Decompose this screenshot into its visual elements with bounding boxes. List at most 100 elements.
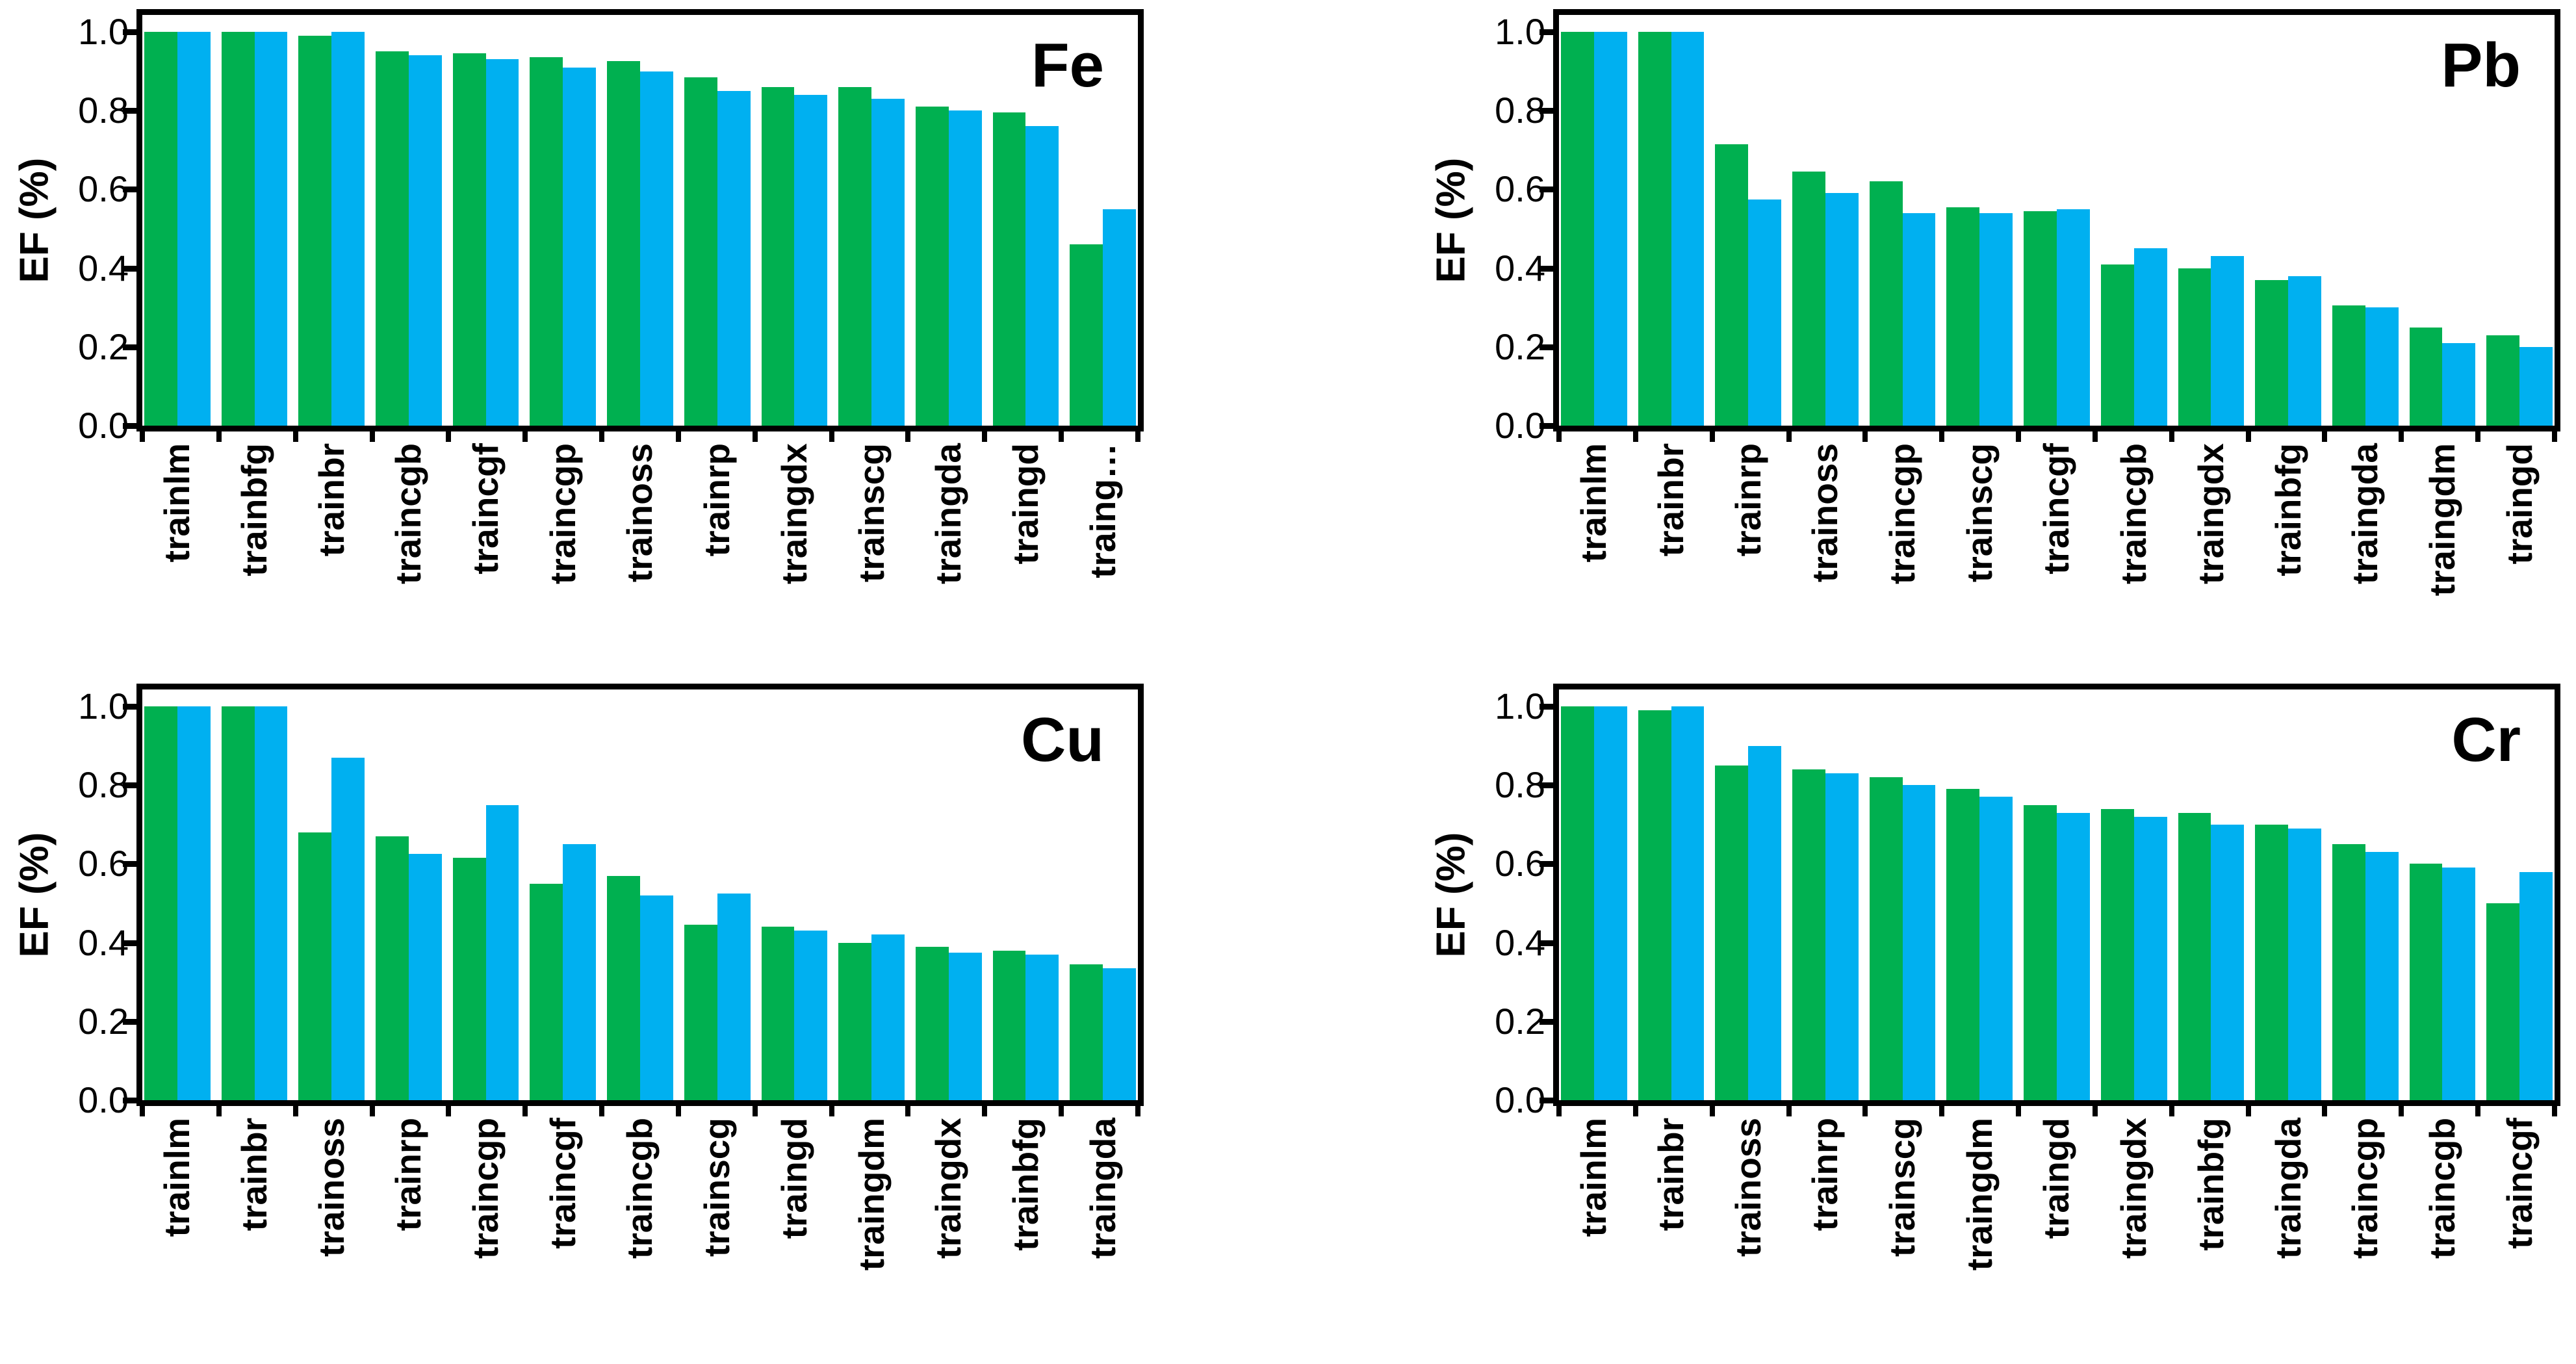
x-label-cell: traincgp: [530, 443, 596, 658]
bar-pair: [2409, 706, 2476, 1100]
blue-bar: [1902, 212, 1936, 426]
x-category-label: trainoss: [1805, 443, 1846, 582]
bar-pair: [2255, 32, 2321, 426]
bar-pair: [2409, 32, 2476, 426]
x-label-cell: trainrp: [684, 443, 751, 658]
x-tick-mark: [2475, 1106, 2481, 1116]
x-label-cell: trainoss: [607, 443, 673, 658]
green-bar: [1638, 710, 1671, 1100]
x-axis-labels: trainlm trainbr trainoss trainrp traincgp tra…: [136, 1106, 1144, 1332]
x-tick-mark: [752, 1106, 758, 1116]
y-tick-label: 0.6: [78, 843, 129, 884]
y-tick-mark: [123, 940, 142, 946]
x-category-label: traingdm: [851, 1118, 892, 1271]
x-label-cell: traincgb: [2101, 443, 2167, 658]
blue-bar: [2056, 812, 2090, 1100]
x-label-cell: trainbfg: [2178, 1118, 2245, 1332]
y-axis-title-container: EF (%): [1423, 684, 1474, 1106]
chart-title: Fe: [1031, 31, 1104, 100]
x-category-label: traincgf: [2036, 443, 2077, 574]
bar-pair: [1638, 706, 1705, 1100]
x-category-label: traincgf: [542, 1118, 583, 1249]
green-bar: [452, 858, 486, 1100]
blue-bar: [2133, 816, 2167, 1100]
blue-bar: [2211, 256, 2245, 426]
y-tick-mark: [1539, 782, 1559, 789]
y-axis-title-container: EF (%): [1423, 9, 1473, 431]
x-category-label: traincgp: [2345, 1118, 2386, 1259]
green-bar: [2409, 864, 2443, 1100]
y-tick-mark: [1539, 704, 1559, 710]
blue-bar: [331, 32, 365, 426]
green-bar: [607, 61, 640, 426]
figure-grid: EF (%) 1.0 0.8 0.6 0.4 0.2 0.0 Fe trainlm trai…: [6, 9, 2560, 1332]
x-tick-mark: [1862, 431, 1868, 442]
x-tick-mark: [140, 431, 145, 442]
x-tick-mark: [1556, 431, 1562, 442]
y-tick-label: 1.0: [78, 686, 129, 727]
x-tick-mark: [446, 431, 452, 442]
y-axis-title-container: EF (%): [6, 9, 57, 431]
x-tick-mark: [1135, 431, 1140, 442]
x-category-label: trainrp: [388, 1118, 429, 1231]
green-bar: [1638, 32, 1671, 426]
x-label-cell: trainbr: [298, 443, 365, 658]
chart-cr: EF (%) 1.0 0.8 0.6 0.4 0.2 0.0 Cr trainlm trai…: [1423, 684, 2560, 1332]
x-category-label: trainlm: [157, 1118, 198, 1237]
x-label-cell: trainrp: [376, 1118, 442, 1332]
bar-pair: [1792, 32, 1859, 426]
blue-bar: [1593, 32, 1627, 426]
y-tick-mark: [1539, 265, 1559, 272]
x-label-cell: traincgp: [1870, 443, 1936, 658]
y-tick-mark: [1539, 423, 1559, 429]
y-tick-label: 0.2: [78, 326, 129, 367]
blue-bar: [871, 934, 905, 1100]
y-axis-title: EF (%): [12, 157, 57, 283]
green-bar: [2100, 264, 2134, 426]
bar-pair: [530, 706, 597, 1100]
blue-bar: [408, 55, 442, 426]
y-tick-label: 0.6: [1495, 843, 1545, 884]
y-tick-mark: [1539, 29, 1559, 35]
x-label-cell: traing…: [1070, 443, 1136, 658]
green-bar: [1561, 32, 1594, 426]
chart-title: Cu: [1021, 705, 1104, 775]
chart-cu: EF (%) 1.0 0.8 0.6 0.4 0.2 0.0 Cu trainlm trai…: [6, 684, 1144, 1332]
x-category-label: trainlm: [1573, 443, 1614, 563]
x-label-cell: trainbfg: [222, 443, 288, 658]
green-bar: [2024, 211, 2057, 426]
x-tick-mark: [2322, 1106, 2328, 1116]
x-category-label: trainbfg: [234, 443, 275, 576]
green-bar: [1792, 769, 1825, 1100]
green-bar: [1561, 706, 1594, 1100]
x-label-cell: trainlm: [144, 443, 211, 658]
blue-bar: [1979, 212, 2013, 426]
y-tick-label: 0.6: [78, 168, 129, 210]
x-category-label: trainbr: [1651, 1118, 1692, 1231]
y-tick-label: 0.2: [1495, 326, 1545, 367]
plot-column: Pb trainlm trainbr trainrp trainoss traincgp…: [1539, 9, 2560, 658]
x-label-cell: traingd: [2486, 443, 2553, 658]
x-tick-mark: [1059, 431, 1064, 442]
x-tick-mark: [1632, 1106, 1638, 1116]
blue-bar: [485, 59, 519, 426]
x-label-cell: trainbr: [1638, 443, 1705, 658]
blue-bar: [639, 71, 673, 426]
x-category-label: traingda: [928, 443, 969, 584]
chart-title: Pb: [2441, 31, 2521, 100]
y-tick-mark: [123, 344, 142, 350]
x-category-label: traingda: [1082, 1118, 1123, 1259]
x-category-label: trainrp: [697, 443, 738, 557]
x-label-cell: trainlm: [1561, 443, 1627, 658]
x-label-cell: traingdm: [838, 1118, 905, 1332]
x-tick-mark: [1939, 431, 1945, 442]
blue-bar: [717, 893, 751, 1100]
x-category-label: traingda: [2267, 1118, 2308, 1259]
bar-pair: [684, 32, 751, 426]
x-tick-mark: [2399, 431, 2404, 442]
bar-pair: [761, 706, 828, 1100]
y-axis-title: EF (%): [1428, 832, 1474, 958]
green-bar: [1792, 172, 1825, 426]
blue-bar: [177, 32, 211, 426]
bar-pair: [2178, 32, 2245, 426]
